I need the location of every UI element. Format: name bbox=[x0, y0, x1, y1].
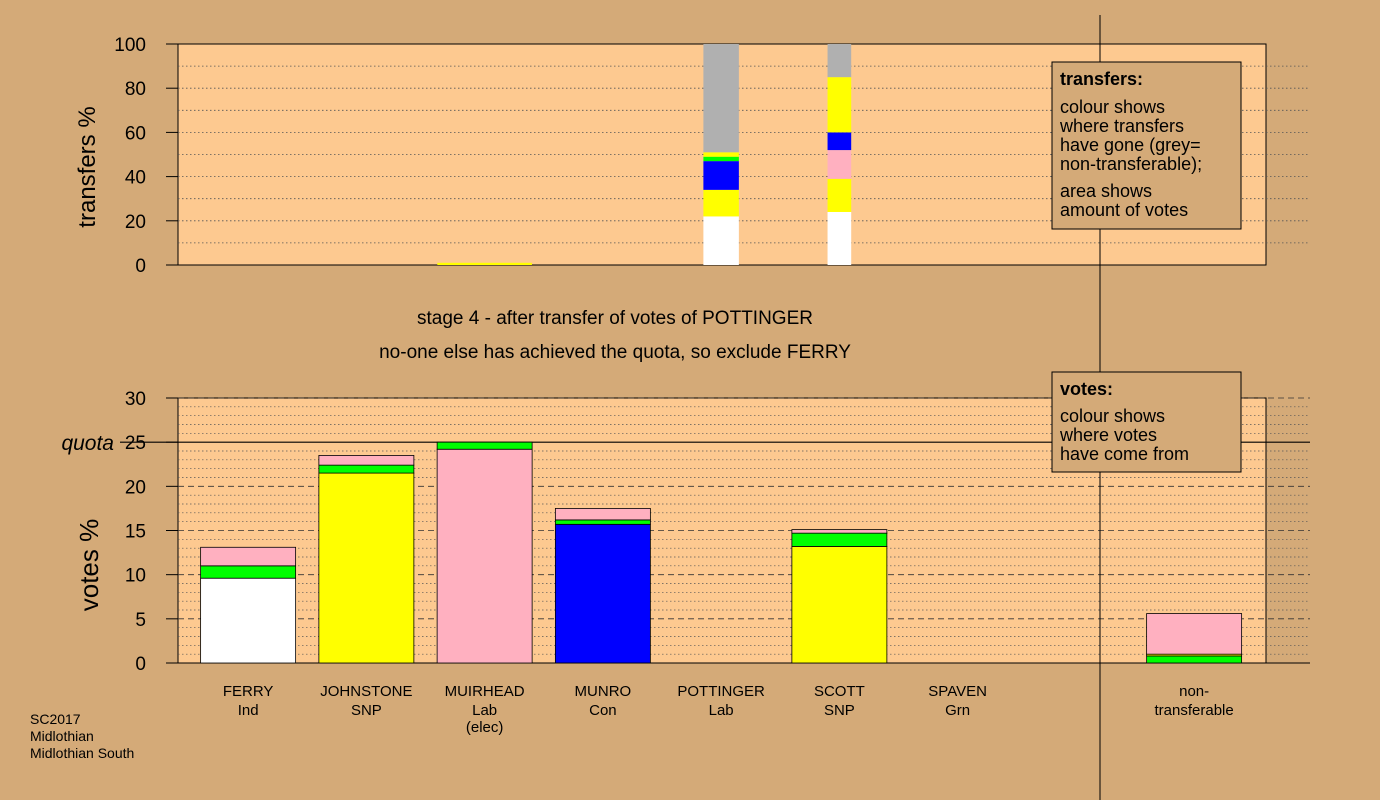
transfers-bar-segment bbox=[827, 178, 852, 212]
footer-council: Midlothian bbox=[30, 728, 94, 744]
transfers-bar-segment bbox=[827, 77, 852, 133]
transfers-y-ticks: 0 20 40 60 80 100 bbox=[114, 35, 178, 277]
transfers-bar-segment bbox=[703, 161, 739, 190]
footer-ward: Midlothian South bbox=[30, 745, 134, 761]
transfers-bar-segment bbox=[827, 132, 852, 151]
candidate-party-label: SNP bbox=[351, 702, 382, 719]
transfers-bar-segment bbox=[703, 216, 739, 265]
transfers-y-axis-label: transfers % bbox=[74, 106, 101, 227]
votes-legend-line: colour shows bbox=[1060, 406, 1165, 426]
transfers-bar-segment bbox=[703, 156, 739, 162]
votes-x-labels: FERRYIndJOHNSTONESNPMUIRHEADLab(elec)MUN… bbox=[223, 683, 1234, 736]
votes-y-tick-label: 15 bbox=[125, 522, 146, 543]
transfers-legend-line: have gone (grey= bbox=[1060, 135, 1201, 155]
votes-bar-segment bbox=[436, 441, 533, 450]
transfers-y-tick-label: 100 bbox=[114, 35, 146, 56]
votes-bar-segment bbox=[200, 577, 297, 664]
candidate-name-label: SPAVEN bbox=[928, 683, 987, 700]
votes-legend: votes: colour shows where votes have com… bbox=[1051, 371, 1242, 473]
votes-y-tick-label: 5 bbox=[135, 610, 146, 631]
candidate-name-label: JOHNSTONE bbox=[320, 683, 412, 700]
transfers-legend-box bbox=[1051, 61, 1242, 230]
transfers-bar-segment bbox=[703, 44, 739, 153]
candidate-party-label: SNP bbox=[824, 702, 855, 719]
candidate-party-label: Grn bbox=[945, 702, 970, 719]
votes-bar-segment bbox=[791, 546, 888, 664]
votes-chart: 0 5 10 15 20 25 30 FERRY Ind JOHNSTONE SNP MUIRHEA… bbox=[61, 389, 1310, 736]
votes-bar-segment bbox=[791, 529, 888, 534]
transfers-legend-line: where transfers bbox=[1059, 116, 1184, 136]
votes-y-tick-label: 25 bbox=[125, 433, 146, 454]
transfers-legend-line: non-transferable); bbox=[1060, 154, 1202, 174]
votes-bar-segment bbox=[318, 455, 415, 466]
votes-bar-segment bbox=[554, 508, 651, 521]
transfers-bar-segment bbox=[437, 262, 532, 265]
votes-bar-segment bbox=[200, 546, 297, 567]
votes-bar-segment bbox=[554, 519, 651, 525]
votes-y-axis-label: votes % bbox=[74, 519, 104, 612]
candidate-party-label: transferable bbox=[1155, 702, 1234, 719]
transfers-legend-line: colour shows bbox=[1060, 97, 1165, 117]
candidate-name-label: SCOTT bbox=[814, 683, 865, 700]
transfers-legend-title: transfers: bbox=[1060, 69, 1143, 89]
transfers-bar-segment bbox=[827, 150, 852, 179]
quota-label: quota bbox=[61, 432, 114, 455]
votes-y-tick-label: 30 bbox=[125, 389, 146, 410]
transfers-y-tick-label: 20 bbox=[125, 212, 146, 233]
footer-election: SC2017 bbox=[30, 711, 81, 727]
transfers-bar-segment bbox=[827, 211, 852, 265]
votes-bar-segment bbox=[200, 565, 297, 579]
candidate-status-label: (elec) bbox=[466, 719, 504, 736]
candidate-name-label: POTTINGER bbox=[677, 683, 765, 700]
candidate-name-label: FERRY bbox=[223, 683, 274, 700]
transfers-bar-segment bbox=[827, 44, 852, 78]
votes-y-ticks: 0 5 10 15 20 25 30 bbox=[125, 389, 178, 675]
votes-legend-title: votes: bbox=[1060, 379, 1113, 399]
votes-bar-segment bbox=[554, 523, 651, 664]
candidate-party-label: Con bbox=[589, 702, 617, 719]
votes-y-tick-label: 0 bbox=[135, 654, 146, 675]
transfers-bar-segment bbox=[703, 189, 739, 217]
votes-bar-segment bbox=[791, 532, 888, 547]
transfers-y-tick-label: 60 bbox=[125, 123, 146, 144]
candidate-party-label: Ind bbox=[238, 702, 259, 719]
transfers-bars bbox=[437, 44, 852, 265]
transfers-legend: transfers: colour shows where transfers … bbox=[1051, 61, 1242, 230]
transfers-y-tick-label: 0 bbox=[135, 256, 146, 277]
transfers-legend-line: area shows bbox=[1060, 181, 1152, 201]
votes-legend-box bbox=[1051, 371, 1242, 473]
votes-legend-line: have come from bbox=[1060, 444, 1189, 464]
votes-bar-segment bbox=[1146, 655, 1243, 664]
candidate-name-label: MUNRO bbox=[575, 683, 632, 700]
votes-y-tick-label: 10 bbox=[125, 566, 146, 587]
transfers-y-tick-label: 80 bbox=[125, 79, 146, 100]
votes-bars bbox=[200, 441, 1243, 664]
votes-bar-segment bbox=[1146, 613, 1243, 655]
candidate-name-label: non- bbox=[1179, 683, 1209, 700]
stage-subtitle: no-one else has achieved the quota, so e… bbox=[379, 342, 851, 363]
transfers-gridlines bbox=[178, 65, 1310, 244]
votes-bar-segment bbox=[318, 472, 415, 664]
candidate-party-label: Lab bbox=[709, 702, 734, 719]
transfers-y-tick-label: 40 bbox=[125, 168, 146, 189]
votes-bar-segment bbox=[436, 448, 533, 664]
votes-legend-line: where votes bbox=[1059, 425, 1157, 445]
votes-bar-segment bbox=[318, 464, 415, 474]
votes-y-tick-label: 20 bbox=[125, 477, 146, 498]
stage-title: stage 4 - after transfer of votes of POT… bbox=[417, 308, 813, 329]
candidate-party-label: Lab bbox=[472, 702, 497, 719]
candidate-name-label: MUIRHEAD bbox=[445, 683, 525, 700]
transfers-bar-segment bbox=[703, 152, 739, 157]
transfers-legend-line: amount of votes bbox=[1060, 200, 1188, 220]
